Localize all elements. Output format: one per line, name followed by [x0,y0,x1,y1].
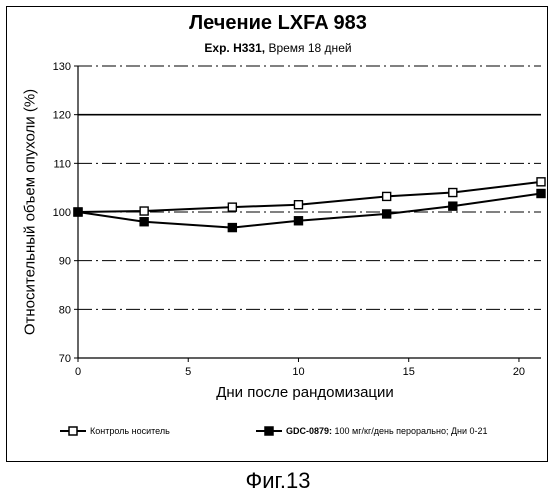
legend-label-control: Контроль носитель [90,426,170,436]
series-0-point-3 [294,201,302,209]
legend-item-control: Контроль носитель [60,426,170,436]
series-1-point-6 [537,190,545,198]
series-1-point-2 [228,224,236,232]
series-1-point-0 [74,208,82,216]
series-1-point-4 [383,210,391,218]
series-0-point-5 [449,189,457,197]
x-tick-label-10: 10 [292,366,304,378]
series-0-point-2 [228,203,236,211]
legend-label-gdc-bold: GDC-0879: [286,426,332,436]
figure-caption: Фиг.13 [0,468,556,494]
x-tick-label-15: 15 [403,366,415,378]
x-tick-label-0: 0 [75,366,81,378]
series-0-point-1 [140,207,148,215]
series-1-point-5 [449,202,457,210]
y-tick-label-90: 90 [59,256,71,268]
series-1-point-3 [294,217,302,225]
legend-sample-filled-square-icon [256,426,282,436]
legend-sample-open-square-icon [60,426,86,436]
series-0-point-4 [383,192,391,200]
legend-label-gdc: GDC-0879: 100 мг/кг/день перорально; Дни… [286,426,488,436]
legend-item-gdc: GDC-0879: 100 мг/кг/день перорально; Дни… [256,426,488,436]
y-tick-label-130: 130 [53,61,71,73]
y-tick-label-80: 80 [59,304,71,316]
y-tick-label-70: 70 [59,353,71,365]
y-tick-label-110: 110 [53,158,71,170]
legend-label-gdc-rest: 100 мг/кг/день перорально; Дни 0-21 [332,426,488,436]
x-tick-label-5: 5 [185,366,191,378]
series-1-point-1 [140,218,148,226]
y-tick-label-100: 100 [53,207,71,219]
x-tick-label-20: 20 [513,366,525,378]
series-0-point-6 [537,178,545,186]
y-tick-label-120: 120 [53,110,71,122]
